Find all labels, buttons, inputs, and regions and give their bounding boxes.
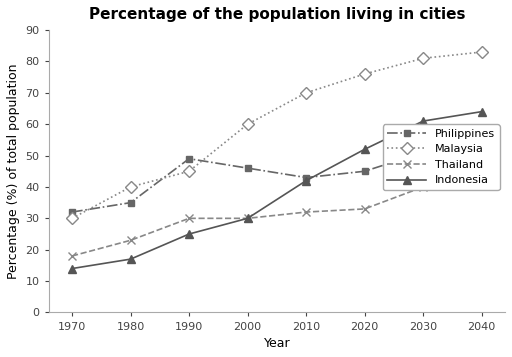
Malaysia [245, 122, 251, 126]
Indonesia [479, 110, 485, 114]
Thailand [69, 254, 75, 258]
Thailand [420, 185, 426, 189]
Thailand [127, 238, 134, 242]
Malaysia [361, 72, 368, 76]
Indonesia [420, 119, 426, 123]
Philippines [303, 175, 309, 180]
X-axis label: Year: Year [264, 337, 290, 350]
Line: Philippines: Philippines [69, 130, 485, 216]
Indonesia [361, 147, 368, 151]
Malaysia [303, 91, 309, 95]
Indonesia [245, 216, 251, 221]
Y-axis label: Percentage (%) of total population: Percentage (%) of total population [7, 64, 20, 279]
Thailand [303, 210, 309, 214]
Philippines [479, 131, 485, 136]
Thailand [479, 154, 485, 158]
Philippines [69, 210, 75, 214]
Malaysia [186, 169, 192, 174]
Title: Percentage of the population living in cities: Percentage of the population living in c… [89, 7, 465, 22]
Indonesia [303, 178, 309, 183]
Thailand [245, 216, 251, 221]
Philippines [245, 166, 251, 170]
Malaysia [127, 185, 134, 189]
Philippines [127, 201, 134, 205]
Malaysia [69, 216, 75, 221]
Indonesia [69, 266, 75, 271]
Indonesia [186, 232, 192, 236]
Philippines [361, 169, 368, 174]
Malaysia [420, 56, 426, 60]
Malaysia [479, 50, 485, 54]
Thailand [361, 207, 368, 211]
Line: Malaysia: Malaysia [68, 48, 486, 222]
Line: Thailand: Thailand [68, 151, 486, 260]
Thailand [186, 216, 192, 221]
Philippines [420, 150, 426, 155]
Philippines [186, 157, 192, 161]
Indonesia [127, 257, 134, 261]
Legend: Philippines, Malaysia, Thailand, Indonesia: Philippines, Malaysia, Thailand, Indones… [382, 124, 500, 190]
Line: Indonesia: Indonesia [68, 107, 486, 273]
